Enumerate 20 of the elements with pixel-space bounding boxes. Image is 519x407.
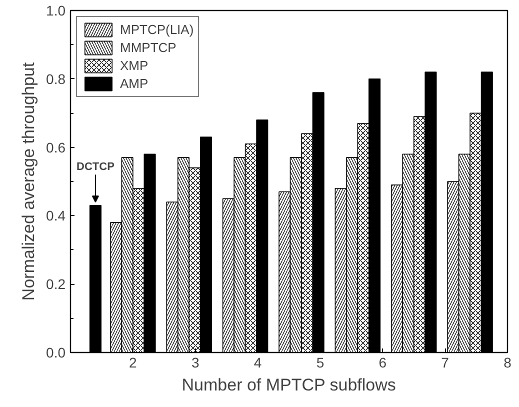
x-tick-label: 3: [191, 354, 200, 370]
y-axis-title: Normalized average throughput: [19, 62, 38, 301]
x-tick-label: 8: [504, 354, 512, 370]
x-axis-title: Number of MPTCP subflows: [182, 376, 396, 394]
x-tick-label: 5: [316, 354, 324, 370]
y-tick-label: 0.8: [46, 70, 66, 87]
legend-label: MPTCP(LIA): [120, 21, 194, 38]
x-tick-label: 2: [129, 354, 138, 370]
y-tick-label: 0.2: [46, 276, 66, 292]
legend-label: AMP: [120, 75, 148, 92]
legend-label: XMP: [120, 57, 148, 74]
legend-label: MMPTCP: [120, 39, 176, 56]
x-tick-label: 6: [378, 354, 387, 370]
annotation: DCTCP: [76, 160, 114, 173]
x-tick-label: 7: [441, 354, 450, 370]
y-tick-label: 0.4: [46, 208, 66, 224]
y-tick-label: 0.6: [46, 139, 66, 156]
x-tick-label: 4: [254, 354, 262, 370]
y-tick-label: 1.0: [46, 2, 66, 18]
y-tick-label: 0.0: [46, 344, 66, 360]
